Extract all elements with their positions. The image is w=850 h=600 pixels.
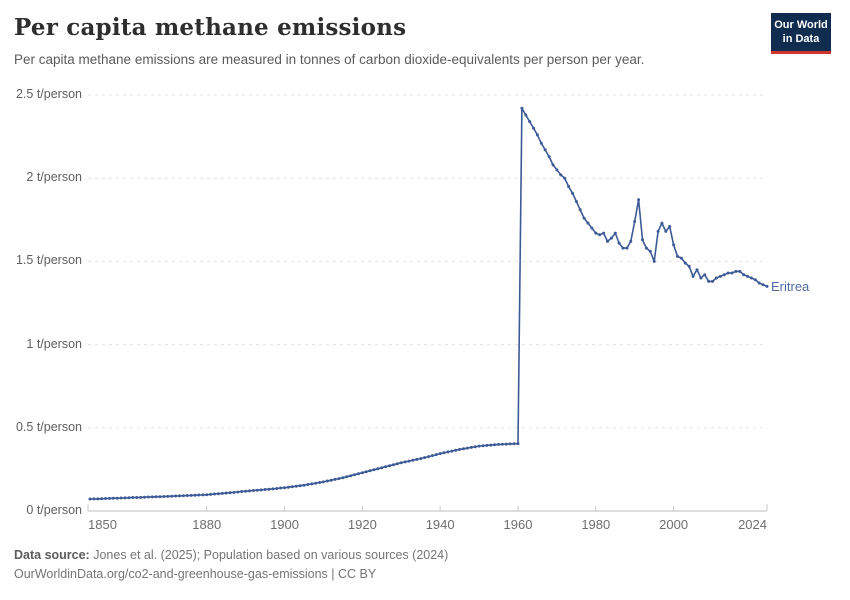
page-title: Per capita methane emissions [14,14,407,41]
x-tick-label: 1850 [88,517,117,532]
owid-logo-line1: Our World [774,19,828,31]
owid-logo[interactable]: Our World in Data [771,13,831,54]
x-tick-label: 1940 [425,517,455,532]
license-line: OurWorldinData.org/co2-and-greenhouse-ga… [14,567,377,582]
owid-logo-line2: in Data [782,33,820,46]
data-source-text: Jones et al. (2025); Population based on… [89,548,449,562]
y-tick-label: 2 t/person [26,170,82,185]
x-tick-label: 1920 [347,517,377,532]
entity-label-eritrea[interactable]: Eritrea [771,279,810,295]
x-tick-label: 1960 [503,517,533,532]
x-tick-label: 1900 [270,517,299,532]
eritrea-line-series[interactable] [88,106,769,501]
x-tick-label: 2024 [738,517,767,532]
x-tick-label: 1980 [581,517,611,532]
data-source-line: Data source: Jones et al. (2025); Popula… [14,546,448,565]
x-tick-label: 1880 [192,517,222,532]
x-axis [87,504,768,512]
chart-footer: Data source: Jones et al. (2025); Popula… [14,546,448,585]
gridlines [88,94,767,429]
x-tick-label: 2000 [659,517,689,532]
y-tick-label: 0.5 t/person [15,419,82,434]
y-tick-label: 1 t/person [26,336,82,351]
y-tick-label: 2.5 t/person [15,87,82,101]
y-tick-label: 0 t/person [26,503,82,517]
chart-subtitle: Per capita methane emissions are measure… [14,52,645,67]
y-tick-label: 1.5 t/person [15,253,82,268]
data-source-label: Data source: [14,548,90,562]
